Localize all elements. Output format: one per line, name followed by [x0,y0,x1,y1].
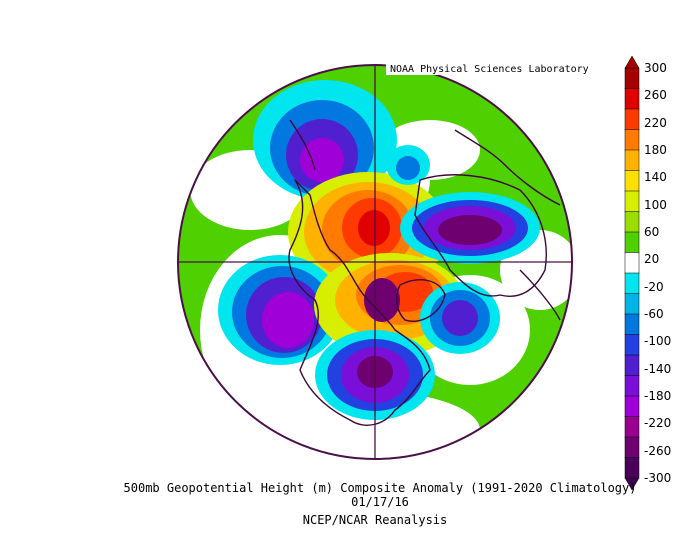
colorbar-swatch [624,170,640,192]
coastlines [288,119,561,426]
caption-date: 01/17/16 [351,495,409,509]
map-boundary [177,64,573,460]
colorbar-swatch [624,149,640,172]
colorbar-swatch [624,436,640,459]
colorbar-swatch [624,272,640,295]
colorbar-swatch [624,252,640,274]
anomaly-siberia-low [253,80,397,200]
anomaly-north-pacific-low [218,255,342,365]
anomaly-eastern-us-low [315,330,435,420]
colorbar-swatch [624,457,640,479]
anomaly-small-low [386,145,430,185]
colorbar-tick-label: -20 [644,279,664,294]
colorbar-tick-label: 300 [644,61,667,75]
colorbar [624,56,640,490]
colorbar-swatch [624,211,640,233]
colorbar-tick-label: 180 [644,143,667,157]
colorbar-tick-label: -140 [644,361,672,376]
colorbar-swatch [624,334,640,356]
caption-source: NCEP/NCAR Reanalysis [302,513,448,527]
colorbar-tick-label: -300 [644,471,672,485]
colorbar-tick-label: -100 [644,334,672,349]
credit-label: NOAA Physical Sciences Laboratory [386,64,593,75]
colorbar-tick-label: 60 [644,225,660,239]
anomaly-hudson-dark [364,278,400,322]
colorbar-swatch [624,313,640,336]
colorbar-swatch [624,129,640,151]
colorbar-swatch [624,108,640,131]
colorbar-swatch [624,416,640,438]
colorbar-tick-label: 140 [644,170,667,185]
caption-title: 500mb Geopotential Height (m) Composite … [123,481,637,495]
colorbar-swatch [624,67,640,90]
anomaly-north-atlantic-low [420,282,500,354]
colorbar-swatch [624,190,640,213]
colorbar-tick-label: -220 [644,416,672,431]
colorbar-arrow-top [624,56,640,69]
colorbar-tick-label: -180 [644,389,672,403]
colorbar-swatch [624,88,640,110]
colorbar-tick-label: -260 [644,443,672,458]
colorbar-tick-label: -60 [644,307,664,321]
colorbar-swatch [624,395,640,418]
colorbar-tick-label: 20 [644,252,660,267]
colorbar-swatch [624,354,640,377]
anomaly-eurasia-low [400,192,540,264]
colorbar-swatch [624,293,640,315]
colorbar-arrow-bottom [624,477,640,490]
colorbar-tick-label: 100 [644,197,667,212]
colorbar-swatch [624,231,640,254]
colorbar-swatch [624,375,640,397]
colorbar-tick-label: 260 [644,88,667,103]
colorbar-tick-label: 220 [644,115,667,130]
